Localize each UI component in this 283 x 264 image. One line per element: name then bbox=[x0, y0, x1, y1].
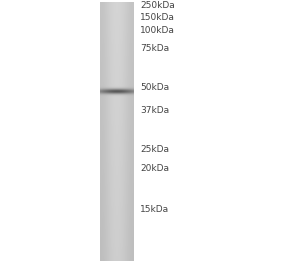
Text: 75kDa: 75kDa bbox=[140, 44, 169, 53]
Text: 25kDa: 25kDa bbox=[140, 145, 169, 154]
Text: 15kDa: 15kDa bbox=[140, 205, 169, 214]
Text: 250kDa: 250kDa bbox=[140, 1, 175, 10]
Text: 20kDa: 20kDa bbox=[140, 164, 169, 173]
Text: 37kDa: 37kDa bbox=[140, 106, 169, 115]
Text: 50kDa: 50kDa bbox=[140, 83, 169, 92]
Text: 150kDa: 150kDa bbox=[140, 13, 175, 22]
Text: 100kDa: 100kDa bbox=[140, 26, 175, 35]
